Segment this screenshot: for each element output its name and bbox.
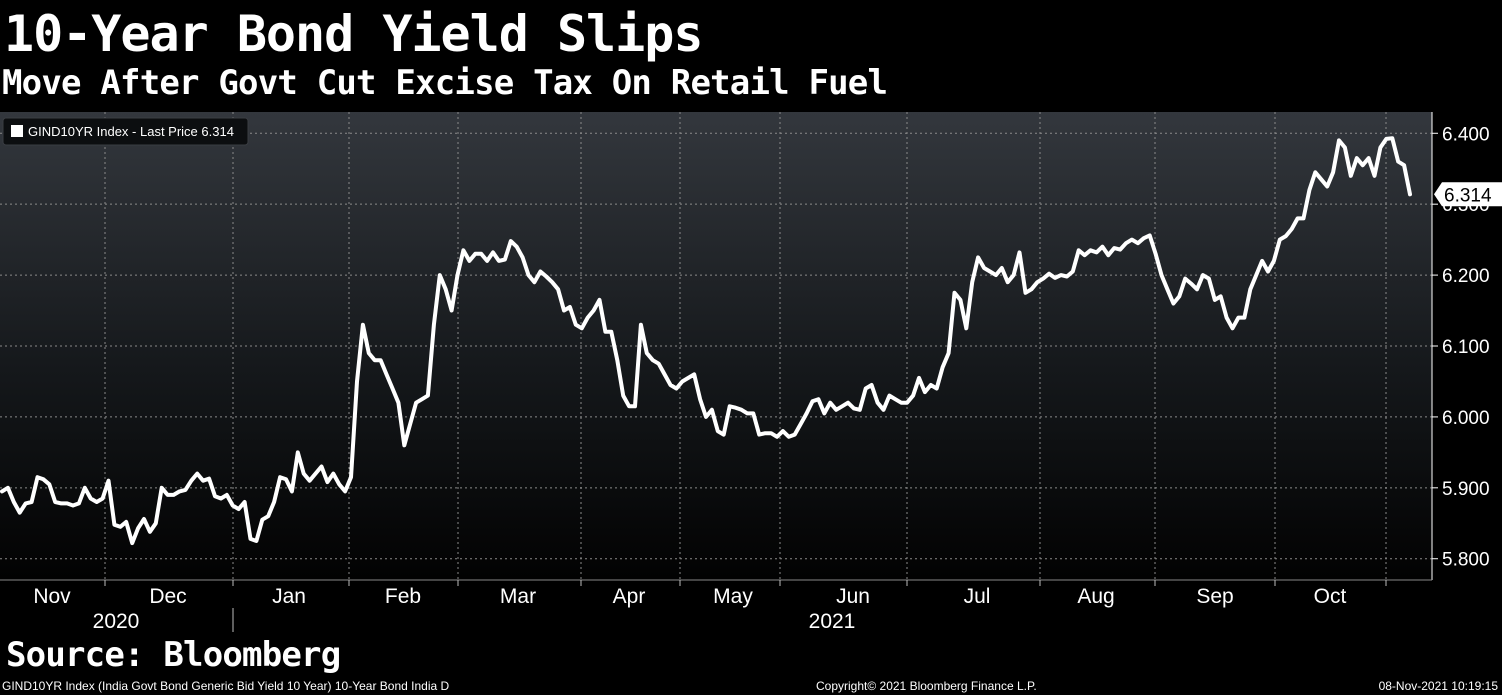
y-tick-label: 6.100 [1442,337,1490,358]
chart-title: 10-Year Bond Yield Slips [4,5,703,63]
y-tick-label: 6.200 [1442,266,1490,287]
x-tick-label: Apr [613,585,646,608]
last-price-marker [1434,182,1502,207]
footer-copyright: Copyright© 2021 Bloomberg Finance L.P. [816,679,1037,693]
source-label: Source: Bloomberg [6,635,341,675]
x-tick-label: May [713,585,753,608]
x-tick-label: Jan [272,585,306,608]
x-tick-label: Dec [149,585,186,608]
y-tick-label: 5.800 [1442,550,1490,571]
x-year-label: 2020 [93,610,140,633]
x-tick-label: Nov [33,585,71,608]
x-year-label: 2021 [809,610,856,633]
chart-subtitle: Move After Govt Cut Excise Tax On Retail… [2,63,888,103]
footer-timestamp: 08-Nov-2021 10:19:15 [1378,679,1498,693]
x-tick-label: Oct [1314,585,1347,608]
x-tick-label: Jul [964,585,991,608]
x-tick-label: Feb [385,585,421,608]
x-tick-label: Sep [1196,585,1233,608]
x-tick-label: Aug [1077,585,1114,608]
legend-swatch [11,125,23,137]
legend-label: GIND10YR Index - Last Price 6.314 [28,124,234,139]
yield-series-line [0,136,1412,546]
x-tick-label: Mar [500,585,536,608]
legend-box [2,117,249,146]
y-tick-label: 6.000 [1442,408,1490,429]
last-price-label: 6.314 [1444,185,1492,206]
footer-ticker-description: GIND10YR Index (India Govt Bond Generic … [2,679,450,693]
x-tick-label: Jun [836,585,870,608]
y-tick-label: 6.400 [1442,124,1490,145]
y-tick-label: 5.900 [1442,479,1490,500]
